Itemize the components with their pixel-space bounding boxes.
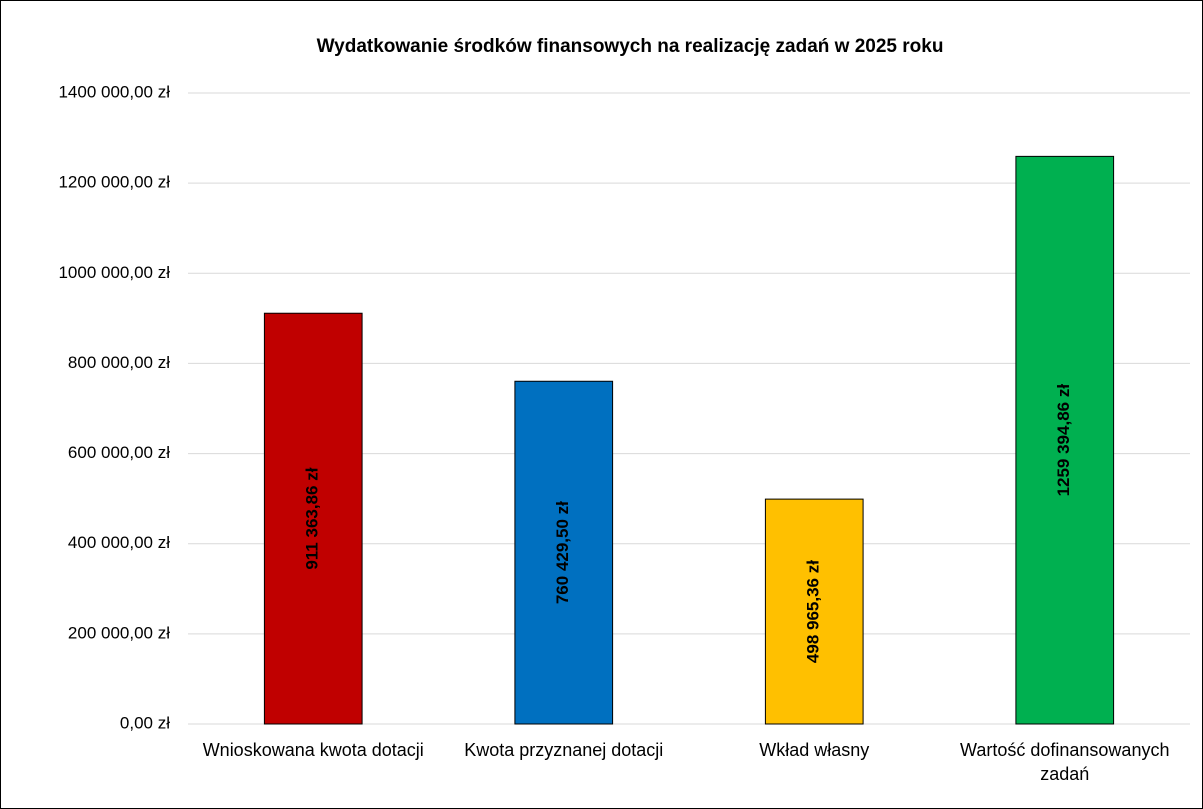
value-label: 1259 394,86 zł [1054, 384, 1073, 497]
value-label: 911 363,86 zł [303, 467, 322, 569]
value-label: 498 965,36 zł [804, 560, 823, 663]
x-tick-label: Wartość dofinansowanych zadań [960, 740, 1170, 784]
y-tick-label: 1400 000,00 zł [58, 82, 170, 101]
y-tick-label: 200 000,00 zł [68, 623, 170, 642]
chart-title: Wydatkowanie środków finansowych na real… [317, 36, 944, 57]
y-tick-label: 1200 000,00 zł [58, 173, 170, 192]
bar [1015, 155, 1115, 725]
x-tick-label: Wkład własny [759, 740, 870, 760]
y-tick-label: 800 000,00 zł [68, 353, 170, 372]
bar [514, 380, 614, 725]
y-tick-label: 400 000,00 zł [68, 533, 170, 552]
y-tick-label: 1000 000,00 zł [58, 263, 170, 282]
y-tick-label: 600 000,00 zł [68, 443, 170, 462]
bar [263, 312, 363, 725]
x-tick-label: Wnioskowana kwota dotacji [202, 740, 424, 760]
x-tick-label: Kwota przyznanej dotacji [464, 740, 664, 760]
value-label: 760 429,50 zł [553, 501, 572, 604]
y-tick-label: 0,00 zł [120, 713, 170, 732]
bar [764, 498, 864, 725]
